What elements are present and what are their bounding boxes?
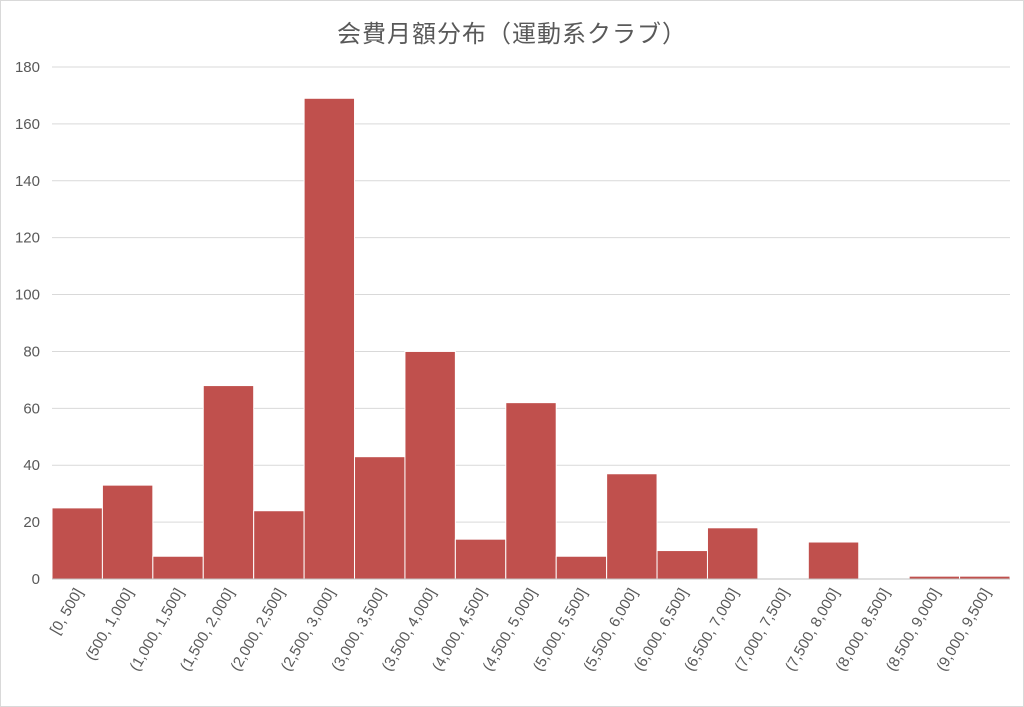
x-tick-label: (1,000, 1,500] [127,586,188,675]
y-tick-label: 0 [32,571,40,588]
x-tick-label: (9,000, 9,500] [933,586,994,675]
x-tick-label: (8,000, 8,500] [832,586,893,675]
bar [454,538,507,580]
bar [404,350,456,580]
x-tick-label: (5,000, 5,500] [530,586,591,675]
x-tick-label: (4,000, 4,500] [429,586,490,675]
x-tick-label: (7,500, 8,000] [782,586,843,675]
bar [253,510,305,580]
x-tick-label: (2,000, 2,500] [227,586,288,675]
x-tick-label: (7,000, 7,500] [732,586,793,675]
y-tick-label: 100 [15,287,40,304]
y-tick-label: 80 [23,343,40,360]
x-axis-ticks: [0, 500](500, 1,000](1,000, 1,500](1,500… [47,586,994,675]
y-tick-label: 140 [15,173,40,190]
bar [303,97,356,580]
chart-title: 会費月額分布（運動系クラブ） [337,20,687,48]
bar [706,527,759,580]
x-tick-label: (6,500, 7,000] [681,586,742,675]
y-tick-label: 40 [23,457,40,474]
y-tick-label: 160 [15,116,40,133]
bar [101,484,154,580]
y-tick-label: 60 [23,400,40,417]
x-tick-label: [0, 500] [47,586,87,638]
x-tick-label: (2,500, 3,000] [278,586,339,675]
x-tick-label: (5,500, 6,000] [580,586,641,675]
y-axis-ticks: 0 20 40 60 80 100 120 140 160 180 [15,59,40,588]
y-tick-label: 120 [15,230,40,247]
x-tick-label: (6,000, 6,500] [631,586,692,675]
bar [555,555,608,580]
bar [152,555,204,580]
bar [807,541,860,580]
bar [354,456,406,580]
y-tick-label: 180 [15,59,40,76]
bar [606,473,658,580]
x-tick-label: (1,500, 2,000] [177,586,238,675]
x-tick-label: (4,500, 5,000] [479,586,540,675]
bars [51,97,1011,580]
y-tick-label: 20 [23,514,40,531]
bar [202,385,255,580]
x-tick-label: (3,500, 4,000] [379,586,440,675]
bar [505,402,557,580]
x-tick-label: (3,000, 3,500] [328,586,389,675]
bar [51,507,103,580]
x-tick-label: (8,500, 9,000] [883,586,944,675]
x-tick-label: (500, 1,000] [82,586,137,664]
bar [656,550,708,580]
